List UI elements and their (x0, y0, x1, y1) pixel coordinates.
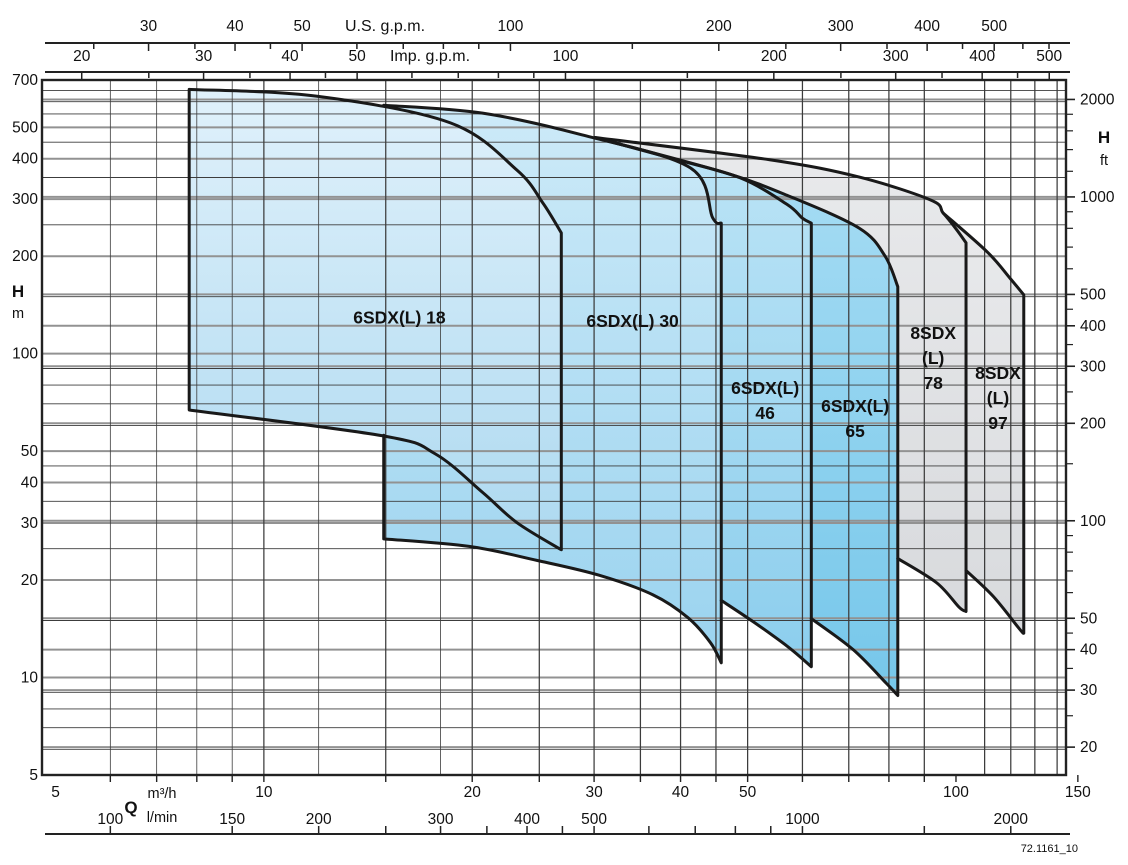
region-6sdx46-fill (595, 137, 812, 667)
lmin-tick-label: 500 (581, 811, 607, 828)
us-gpm-tick-label: 500 (981, 18, 1007, 35)
h-m-tick-label: 700 (12, 72, 38, 89)
imp-gpm-tick-label: 20 (73, 48, 91, 65)
h-m-tick-label: 500 (12, 119, 38, 136)
region-6sdx46-label: 6SDX(L) (731, 378, 799, 398)
region-6sdx18-fill (189, 89, 562, 550)
imp-gpm-tick-label: 40 (281, 48, 299, 65)
region-6sdx46-label: 46 (755, 403, 775, 423)
region-8sdx78-label: (L) (922, 348, 944, 368)
lmin-tick-label: 2000 (994, 811, 1029, 828)
h-m-tick-label: 100 (12, 346, 38, 363)
h-ft-tick-label: 20 (1080, 739, 1098, 756)
region-8sdx78-label: 78 (923, 373, 943, 393)
region-6sdx18-outline (187, 87, 563, 552)
h-m-tick-label: 20 (21, 572, 39, 589)
h-m-tick-label: 50 (21, 443, 39, 460)
h-ft-tick-label: 100 (1080, 513, 1106, 530)
lmin-tick-label: 1000 (785, 811, 820, 828)
m3h-unit-label: m³/h (148, 786, 177, 802)
region-6sdx30-label: 6SDX(L) 30 (586, 311, 679, 331)
axis-imp-gpm: 20 30 40 50 100 200 300 400 500 Imp. g.p.m. (45, 48, 1070, 80)
h-ft-axis-title: H (1098, 128, 1110, 147)
flow-axis-symbol: Q (124, 798, 137, 817)
h-ft-tick-label: 1000 (1080, 189, 1115, 206)
region-6sdx30-outline (382, 103, 723, 665)
m3h-tick-label: 150 (1065, 784, 1091, 801)
imp-gpm-tick-label: 200 (761, 48, 787, 65)
region-6sdx65-label: 65 (845, 421, 865, 441)
imp-gpm-tick-label: 100 (553, 48, 579, 65)
h-m-tick-label: 10 (21, 670, 39, 687)
h-m-tick-label: 40 (21, 475, 39, 492)
h-ft-tick-label: 400 (1080, 318, 1106, 335)
h-ft-tick-label: 200 (1080, 415, 1106, 432)
us-gpm-tick-label: 40 (226, 18, 244, 35)
m3h-tick-label: 40 (672, 784, 690, 801)
us-gpm-tick-label: 100 (498, 18, 524, 35)
us-gpm-tick-label: 300 (828, 18, 854, 35)
lmin-tick-label: 100 (97, 811, 123, 828)
region-8sdx97-label: 8SDX (975, 363, 1021, 383)
lmin-tick-label: 400 (514, 811, 540, 828)
region-6sdx18-label: 6SDX(L) 18 (353, 307, 446, 327)
m3h-tick-label: 10 (255, 784, 273, 801)
axis-us-gpm: 30 40 50 100 200 300 400 500 U.S. g.p.m. (45, 18, 1070, 51)
h-ft-tick-label: 2000 (1080, 91, 1115, 108)
imp-gpm-tick-label: 30 (195, 48, 213, 65)
region-8sdx97-outline (941, 211, 1026, 635)
region-labels: 6SDX(L) 18 6SDX(L) 30 6SDX(L) 46 6SDX(L) 65 8S… (353, 307, 1021, 441)
m3h-tick-label: 5 (51, 784, 60, 801)
m3h-tick-label: 50 (739, 784, 757, 801)
plot-border (40, 78, 1068, 777)
region-6sdx65-label: 6SDX(L) (821, 396, 889, 416)
h-ft-unit-label: ft (1100, 153, 1108, 169)
lmin-unit-label: l/min (147, 810, 178, 826)
h-m-tick-label: 30 (21, 515, 39, 532)
grid (42, 80, 1066, 775)
m3h-tick-label: 30 (585, 784, 603, 801)
h-m-tick-label: 400 (12, 151, 38, 168)
axis-m3h: 5 10 20 30 40 50 100 150 Qm³/h (51, 775, 1091, 817)
lmin-tick-label: 200 (306, 811, 332, 828)
h-ft-tick-label: 50 (1080, 610, 1098, 627)
us-gpm-tick-label: 50 (293, 18, 311, 35)
region-8sdx97-label: 97 (988, 413, 1007, 433)
h-m-unit-label: m (12, 306, 24, 322)
imp-gpm-tick-label: 500 (1036, 48, 1062, 65)
us-gpm-tick-label: 30 (140, 18, 158, 35)
us-gpm-tick-label: 400 (914, 18, 940, 35)
h-m-axis-title: H (12, 282, 24, 301)
drawing-code: 72.1161_10 (1021, 843, 1078, 855)
lmin-tick-label: 300 (428, 811, 454, 828)
imp-gpm-tick-label: 50 (349, 48, 367, 65)
axis-h-ft: 2000 1000 500 400 300 200 100 50 40 30 20 Hft (1066, 91, 1115, 756)
pump-region-outlines (187, 87, 1026, 697)
region-8sdx97-label: (L) (987, 388, 1009, 408)
imp-gpm-axis-title: Imp. g.p.m. (390, 48, 470, 65)
us-gpm-tick-label: 200 (706, 18, 732, 35)
imp-gpm-tick-label: 300 (883, 48, 909, 65)
h-m-tick-label: 200 (12, 248, 38, 265)
m3h-tick-label: 20 (464, 784, 482, 801)
h-ft-tick-label: 30 (1080, 682, 1098, 699)
region-6sdx46-outline (593, 136, 813, 669)
axis-h-m: 700 500 400 300 200 100 50 40 30 20 10 5 Hm (12, 72, 39, 784)
region-8sdx78-label: 8SDX (910, 323, 956, 343)
m3h-tick-label: 100 (943, 784, 969, 801)
us-gpm-axis-title: U.S. g.p.m. (345, 18, 425, 35)
region-6sdx65-fill (595, 137, 898, 696)
h-ft-tick-label: 300 (1080, 358, 1106, 375)
lmin-tick-label: 150 (219, 811, 245, 828)
h-ft-tick-label: 500 (1080, 286, 1106, 303)
region-8sdx78-outline (593, 136, 968, 613)
h-m-tick-label: 300 (12, 191, 38, 208)
h-m-tick-label: 5 (29, 767, 38, 784)
h-ft-tick-label: 40 (1080, 642, 1098, 659)
axis-lmin: 100 150 200 300 400 500 1000 2000 l/min (45, 810, 1070, 835)
imp-gpm-tick-label: 400 (969, 48, 995, 65)
